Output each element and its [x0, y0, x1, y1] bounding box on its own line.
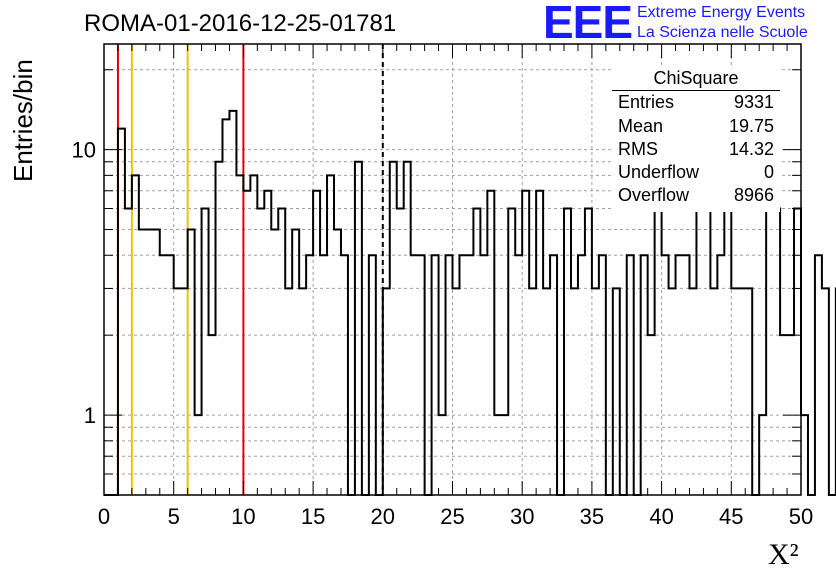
y-tick-label: 10	[72, 138, 96, 163]
x-tick-label: 45	[719, 504, 743, 529]
stats-value: 8966	[733, 185, 774, 205]
x-tick-label: 0	[98, 504, 110, 529]
stats-key: Mean	[618, 116, 664, 136]
stats-key: RMS	[618, 139, 658, 159]
y-axis-label: Entries/bin	[8, 59, 38, 182]
x-tick-label: 35	[580, 504, 604, 529]
stats-key: Entries	[618, 92, 675, 112]
stats-key: Underflow	[618, 162, 700, 182]
x-tick-label: 10	[231, 504, 255, 529]
stats-value: 19.75	[728, 116, 774, 136]
stats-row-underflow: Underflow 0	[618, 162, 774, 184]
stats-divider	[612, 90, 780, 91]
chart-title: ROMA-01-2016-12-25-01781	[84, 10, 397, 37]
stats-value: 14.32	[728, 139, 774, 159]
logo-line-2: La Scienza nelle Scuole	[637, 24, 808, 41]
y-tick-label: 1	[84, 403, 96, 428]
stats-row-entries: Entries 9331	[618, 92, 774, 114]
x-tick-label: 40	[649, 504, 673, 529]
x-tick-label: 20	[371, 504, 395, 529]
stats-row-overflow: Overflow 8966	[618, 185, 774, 207]
x-tick-label: 15	[301, 504, 325, 529]
logo-line-1: Extreme Energy Events	[637, 4, 806, 21]
stats-box: ChiSquare Entries 9331 Mean 19.75 RMS 14…	[612, 66, 780, 212]
x-tick-label: 50	[789, 504, 813, 529]
histogram-series	[104, 109, 836, 496]
x-tick-label: 5	[168, 504, 180, 529]
stats-value: 0	[763, 162, 774, 182]
stats-key: Overflow	[618, 185, 690, 205]
x-tick-label: 25	[440, 504, 464, 529]
stats-title: ChiSquare	[653, 68, 739, 88]
logo-mark: EEE	[543, 0, 633, 48]
stats-row-rms: RMS 14.32	[618, 139, 774, 161]
x-tick-label: 30	[510, 504, 534, 529]
stats-value: 9331	[733, 92, 774, 112]
x-axis-label: X²	[768, 538, 799, 571]
stats-row-mean: Mean 19.75	[618, 116, 774, 138]
